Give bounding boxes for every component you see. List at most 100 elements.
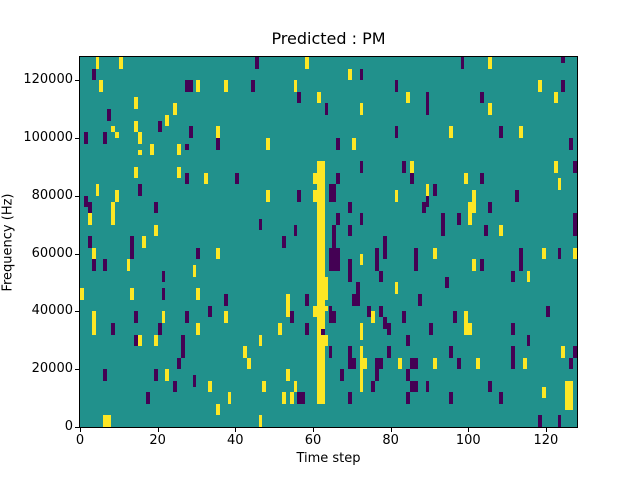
heatmap-cell — [281, 392, 286, 404]
heatmap-cell — [569, 137, 574, 150]
y-tick-label: 0 — [64, 419, 73, 434]
heatmap-cell — [351, 294, 356, 306]
heatmap-cell — [441, 213, 445, 237]
heatmap-cell — [153, 369, 158, 381]
heatmap-cell — [371, 380, 376, 393]
heatmap-cell — [456, 357, 461, 370]
heatmap-cell — [153, 224, 158, 237]
heatmap-cell — [542, 386, 546, 399]
heatmap-cell — [460, 57, 465, 69]
heatmap-cell — [425, 103, 430, 115]
heatmap-cell — [468, 213, 473, 225]
heatmap-cell — [448, 392, 453, 404]
heatmap-cell — [324, 276, 329, 300]
heatmap-cell — [188, 126, 193, 138]
heatmap-cell — [518, 247, 523, 271]
heatmap-cell — [433, 357, 438, 370]
heatmap-cell — [573, 161, 577, 173]
y-tick-mark — [75, 369, 79, 371]
heatmap-cell — [557, 178, 562, 190]
heatmap-cell — [289, 392, 294, 404]
heatmap-cell — [305, 57, 310, 69]
heatmap-cell — [243, 346, 247, 358]
heatmap-cell — [196, 322, 201, 335]
heatmap-cell — [413, 259, 418, 271]
y-tick-mark — [75, 311, 79, 313]
heatmap-cell — [138, 149, 143, 156]
heatmap-cell — [363, 357, 368, 370]
heatmap-cell — [138, 132, 143, 144]
heatmap-cell — [394, 80, 399, 92]
heatmap-cell — [359, 161, 364, 173]
heatmap-cell — [351, 357, 356, 370]
y-tick-mark — [75, 427, 79, 428]
heatmap-cell — [347, 259, 352, 283]
heatmap-cell — [476, 357, 480, 370]
heatmap-cell — [347, 224, 352, 237]
heatmap-cell — [483, 224, 488, 237]
heatmap-cell — [215, 137, 220, 150]
heatmap-cell — [359, 346, 364, 370]
heatmap-cell — [413, 247, 418, 260]
heatmap-cell — [161, 311, 166, 323]
heatmap-cell — [406, 91, 411, 104]
heatmap-cell — [565, 380, 574, 410]
heatmap-cell — [192, 374, 197, 387]
heatmap-cell — [328, 184, 337, 202]
heatmap-cell — [134, 311, 139, 323]
heatmap-cell — [394, 126, 399, 138]
heatmap-cell — [87, 236, 92, 248]
heatmap-cell — [324, 305, 329, 312]
heatmap-cell — [456, 213, 461, 225]
y-tick-mark — [75, 253, 79, 255]
heatmap-cell — [433, 184, 438, 196]
heatmap-cell — [114, 132, 119, 138]
heatmap-cell — [293, 224, 298, 237]
heatmap-cell — [297, 189, 302, 202]
heatmap-cell — [91, 68, 96, 81]
heatmap-cell — [157, 120, 162, 133]
heatmap-cell — [258, 218, 263, 231]
heatmap-cell — [382, 317, 387, 329]
heatmap-cell — [351, 137, 356, 150]
heatmap-cell — [394, 189, 399, 202]
x-tick-label: 20 — [149, 433, 166, 448]
heatmap-cell — [293, 80, 298, 92]
heatmap-cell — [91, 311, 96, 335]
heatmap-cell — [316, 91, 321, 104]
y-tick-label: 100000 — [23, 129, 73, 145]
heatmap-cell — [118, 57, 123, 69]
heatmap-cell — [336, 137, 341, 150]
heatmap-cell — [258, 334, 263, 347]
heatmap-cell — [173, 380, 178, 393]
heatmap-cell — [359, 369, 364, 393]
heatmap-cell — [328, 346, 333, 358]
heatmap-cell — [91, 259, 96, 271]
heatmap-cell — [142, 236, 146, 248]
heatmap-cell — [402, 311, 407, 323]
heatmap-cell — [410, 357, 414, 370]
x-tick-mark — [390, 428, 392, 432]
x-tick-label: 60 — [304, 433, 322, 448]
x-tick-label: 0 — [75, 433, 85, 448]
heatmap-cell — [111, 126, 115, 133]
heatmap-cell — [161, 270, 166, 283]
heatmap-cell — [433, 247, 438, 260]
heatmap-cell — [479, 259, 484, 271]
heatmap-cell — [262, 380, 267, 393]
heatmap-cell — [375, 247, 379, 271]
heatmap-cell — [215, 403, 220, 416]
heatmap-cell — [402, 161, 407, 173]
heatmap-cell — [464, 322, 473, 335]
heatmap-cell — [472, 189, 477, 202]
heatmap-cell — [208, 305, 212, 318]
heatmap-cell — [312, 189, 317, 202]
heatmap-cell — [510, 346, 515, 370]
heatmap-cell — [165, 114, 170, 127]
heatmap-cell — [83, 195, 88, 208]
heatmap-cell — [561, 80, 566, 92]
y-tick-label: 60000 — [31, 245, 73, 261]
y-tick-label: 20000 — [31, 361, 73, 377]
heatmap-cell — [367, 305, 372, 318]
